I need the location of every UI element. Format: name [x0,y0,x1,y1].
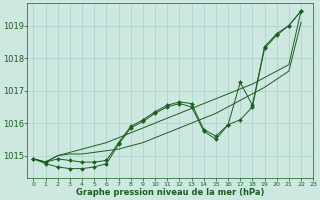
X-axis label: Graphe pression niveau de la mer (hPa): Graphe pression niveau de la mer (hPa) [76,188,265,197]
